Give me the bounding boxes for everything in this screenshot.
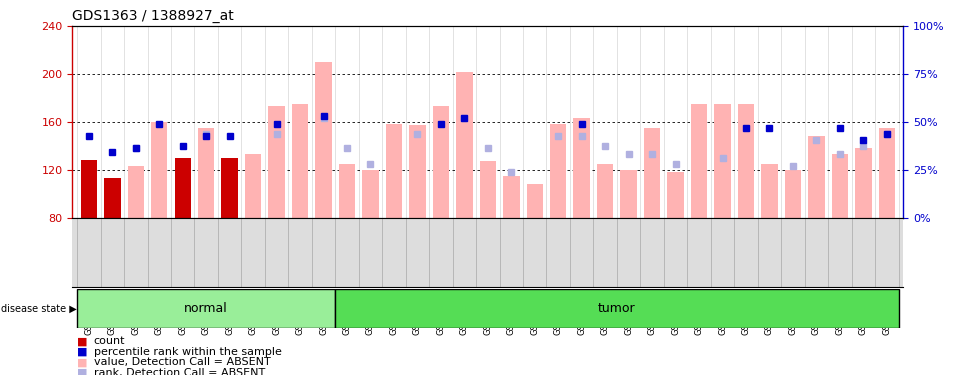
Text: count: count (94, 336, 126, 346)
Bar (878, 128, 895, 218)
Bar (503, 176, 520, 217)
Bar (175, 158, 191, 218)
Text: value, Detection Call = ABSENT: value, Detection Call = ABSENT (94, 357, 270, 367)
Bar (315, 62, 331, 217)
Text: rank, Detection Call = ABSENT: rank, Detection Call = ABSENT (94, 368, 265, 375)
Text: ■: ■ (77, 357, 88, 367)
Bar (339, 164, 355, 218)
Bar (809, 136, 825, 218)
Bar (292, 104, 308, 218)
Bar (269, 106, 285, 218)
Text: ■: ■ (77, 347, 88, 357)
Text: disease state ▶: disease state ▶ (1, 303, 76, 313)
Bar (714, 104, 730, 218)
Bar (335, 289, 898, 328)
Text: ■: ■ (77, 368, 88, 375)
Bar (784, 170, 801, 217)
Bar (81, 160, 98, 218)
Text: tumor: tumor (598, 302, 636, 315)
Text: percentile rank within the sample: percentile rank within the sample (94, 347, 281, 357)
Bar (245, 154, 262, 218)
Bar (104, 178, 121, 218)
Bar (151, 122, 167, 218)
Bar (644, 128, 661, 218)
Bar (456, 72, 472, 217)
Bar (128, 166, 144, 218)
Bar (77, 289, 335, 328)
Bar (761, 164, 778, 218)
Text: GDS1363 / 1388927_at: GDS1363 / 1388927_at (72, 9, 234, 23)
Bar (668, 172, 684, 217)
Bar (855, 148, 871, 217)
Bar (221, 158, 238, 218)
Text: ■: ■ (77, 336, 88, 346)
Bar (832, 154, 848, 218)
Bar (479, 161, 497, 218)
Bar (620, 170, 637, 217)
Bar (198, 128, 214, 218)
Bar (550, 124, 566, 218)
Bar (738, 104, 754, 218)
Bar (362, 170, 379, 217)
Bar (433, 106, 449, 218)
Bar (410, 126, 426, 218)
Bar (385, 124, 402, 218)
Text: normal: normal (185, 302, 228, 315)
Bar (597, 164, 613, 218)
Bar (526, 184, 543, 218)
Bar (691, 104, 707, 218)
Bar (574, 118, 590, 218)
